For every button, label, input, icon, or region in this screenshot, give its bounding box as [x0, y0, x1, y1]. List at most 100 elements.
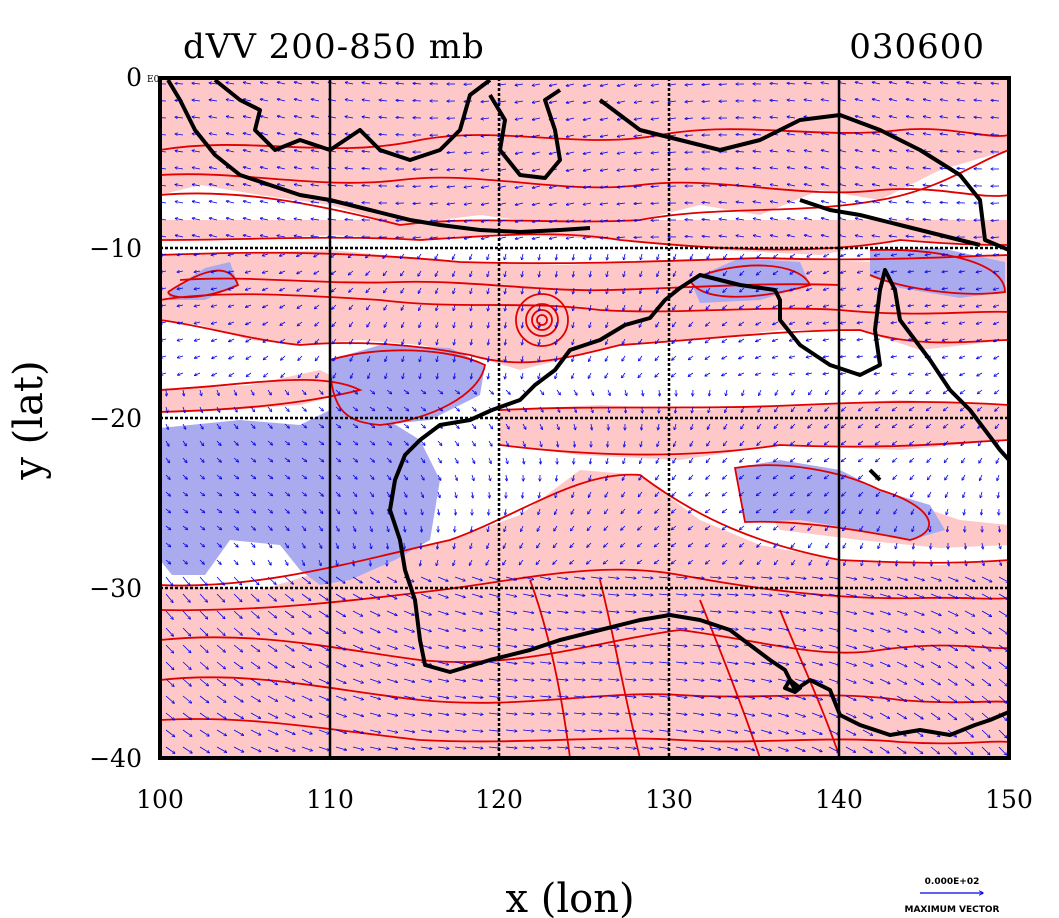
wind-vector-arrow [719, 185, 728, 186]
wind-vector-arrow [942, 322, 949, 323]
wind-vector-arrow [297, 253, 303, 256]
wind-vector-arrow [177, 288, 184, 289]
wind-vector-arrow [400, 253, 405, 259]
wind-vector-arrow [175, 218, 184, 220]
wind-vector-arrow [589, 321, 591, 328]
wind-vector-arrow [243, 167, 252, 170]
wind-vector-arrow [314, 253, 320, 257]
wind-vector-arrow [790, 304, 796, 308]
wind-vector-arrow [332, 321, 337, 327]
wind-vector-arrow [243, 218, 252, 221]
wind-vector-arrow [243, 116, 252, 119]
wind-vector-arrow [277, 133, 286, 136]
wind-vector-arrow [402, 338, 404, 345]
wind-vector-arrow [209, 100, 218, 101]
wind-vector-arrow [243, 184, 252, 187]
wind-vector-arrow [453, 287, 455, 294]
wind-vector-arrow [807, 287, 813, 291]
wind-vector-arrow [685, 84, 694, 85]
wind-vector-arrow [974, 100, 983, 101]
wind-vector-arrow [277, 116, 286, 119]
wind-vector-arrow [906, 116, 915, 119]
wind-vector-arrow [175, 151, 184, 152]
wind-vector-arrow [515, 84, 524, 85]
wind-vector-arrow [823, 305, 830, 307]
wind-vector-arrow [940, 220, 949, 221]
wind-vector-arrow [522, 321, 523, 328]
wind-vector-arrow [640, 253, 642, 260]
wind-vector-arrow [447, 169, 456, 170]
chart-timestamp: 030600 [849, 27, 985, 67]
wind-vector-arrow [855, 184, 864, 187]
reference-vector: 0.000E+02 MAXIMUM VECTOR [904, 877, 999, 915]
wind-vector-arrow [430, 237, 439, 238]
wind-vector-arrow [175, 185, 184, 187]
wind-vector-arrow [226, 218, 235, 221]
wind-vector-arrow [532, 101, 541, 103]
wind-vector-arrow [770, 100, 779, 101]
wind-vector-arrow [923, 168, 932, 169]
wind-vector-arrow [790, 287, 796, 291]
wind-vector-arrow [349, 287, 354, 292]
wind-vector-arrow [770, 184, 779, 186]
wind-vector-arrow [211, 288, 218, 289]
wind-vector-arrow [226, 99, 235, 101]
wind-vector-arrow [481, 169, 490, 171]
wind-vector-arrow [940, 99, 949, 101]
wind-vector-arrow [923, 99, 932, 102]
wind-vector-arrow [413, 186, 422, 187]
wind-vector-arrow [464, 169, 473, 170]
wind-vector-arrow [736, 202, 745, 203]
wind-vector-arrow [245, 288, 252, 290]
wind-vector-arrow [855, 201, 864, 204]
wind-vector-arrow [489, 491, 490, 498]
wind-vector-arrow [583, 117, 592, 120]
x-tick-130: 130 [645, 785, 693, 814]
wind-vector-arrow [723, 270, 728, 276]
wind-vector-arrow [396, 100, 405, 101]
wind-vector-arrow [532, 185, 541, 188]
wind-vector-arrow [280, 304, 286, 308]
wind-vector-arrow [600, 117, 609, 120]
wind-vector-arrow [243, 235, 252, 238]
wind-vector-arrow [229, 338, 235, 342]
wind-vector-arrow [263, 338, 269, 342]
wind-vector-arrow [673, 270, 677, 276]
wind-vector-arrow [617, 100, 626, 103]
wind-vector-arrow [940, 117, 949, 119]
wind-vector-arrow [297, 287, 303, 291]
wind-vector-arrow [413, 101, 422, 102]
wind-vector-arrow [957, 134, 966, 135]
wind-vector-arrow [583, 237, 592, 238]
wind-vector-arrow [294, 201, 303, 203]
wind-vector-arrow [532, 117, 541, 120]
wind-vector-arrow [872, 236, 881, 238]
x-tick-labels: 100 110 120 130 140 150 [136, 785, 1033, 814]
wind-vector-arrow [872, 82, 881, 85]
wind-vector-arrow [959, 271, 966, 272]
wind-vector-arrow [277, 82, 286, 85]
wind-vector-arrow [719, 219, 728, 220]
wind-vector-arrow [211, 322, 218, 324]
wind-vector-arrow [539, 304, 540, 311]
wind-vector-arrow [413, 237, 422, 238]
wind-vector-arrow [556, 304, 557, 311]
y-tick-labels: 0 E0 −10 −20 −30 −40 [89, 63, 159, 773]
wind-vector-arrow [787, 201, 796, 204]
wind-vector-arrow [349, 304, 354, 310]
wind-vector-arrow [297, 270, 303, 274]
wind-vector-arrow [583, 203, 592, 205]
wind-vector-arrow [362, 168, 371, 169]
wind-vector-arrow [515, 118, 524, 120]
wind-vector-arrow [522, 253, 523, 260]
wind-vector-arrow [600, 83, 609, 86]
wind-vector-arrow [583, 168, 592, 171]
chart-title: dVV 200-850 mb [183, 27, 485, 67]
wind-vector-arrow [840, 322, 847, 323]
wind-vector-arrow [590, 270, 591, 277]
wind-vector-arrow [454, 338, 455, 345]
wind-vector-arrow [549, 100, 558, 103]
wind-vector-arrow [297, 304, 303, 308]
wind-vector-arrow [447, 203, 456, 204]
wind-vector-arrow [906, 99, 915, 102]
